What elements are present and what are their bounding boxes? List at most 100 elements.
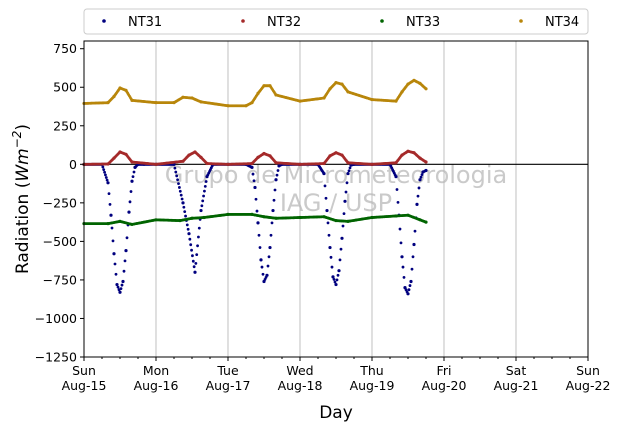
- x-tick-label-date: Aug-19: [350, 378, 395, 393]
- watermark-line-2: IAG / USP: [280, 189, 392, 217]
- data-point: [250, 165, 254, 169]
- legend-label: NT34: [545, 15, 579, 30]
- data-point-interp: [202, 194, 205, 198]
- x-tick-label-date: Aug-15: [62, 378, 107, 393]
- x-tick-label-day: Fri: [437, 363, 452, 378]
- data-point: [406, 292, 410, 296]
- data-point: [394, 175, 398, 179]
- x-tick-label-date: Aug-22: [566, 378, 611, 393]
- legend-item-NT33: NT33: [380, 15, 440, 30]
- data-point: [343, 199, 347, 203]
- data-point-interp: [267, 255, 271, 259]
- data-point-interp: [335, 278, 339, 282]
- data-point-interp: [203, 184, 207, 188]
- data-point-interp: [396, 200, 400, 204]
- y-axis-label-text: Radiation (: [13, 182, 33, 274]
- data-point-interp: [104, 176, 108, 179]
- x-tick-label-day: Sat: [506, 363, 527, 378]
- data-point-interp: [186, 227, 190, 231]
- legend-marker: [241, 19, 245, 23]
- data-point-interp: [197, 226, 201, 230]
- data-point-interp: [111, 239, 115, 243]
- data-point-interp: [120, 283, 124, 287]
- data-point-interp: [339, 247, 343, 251]
- x-tick-label-day: Tue: [216, 363, 239, 378]
- data-point: [181, 201, 185, 205]
- data-point: [415, 202, 419, 206]
- data-point-interp: [119, 287, 123, 291]
- data-point-interp: [104, 173, 107, 177]
- data-point: [265, 273, 269, 277]
- data-point-interp: [326, 221, 330, 225]
- data-point-interp: [255, 209, 259, 213]
- data-point-interp: [413, 229, 417, 233]
- y-tick-label: 500: [53, 80, 77, 95]
- legend-marker: [519, 19, 523, 23]
- data-point-interp: [269, 233, 273, 237]
- y-tick-label: 0: [69, 157, 77, 172]
- data-point-interp: [192, 265, 196, 269]
- data-point-interp: [176, 178, 180, 182]
- data-point-interp: [266, 264, 270, 268]
- data-point-interp: [182, 205, 186, 209]
- data-point: [121, 279, 125, 284]
- data-point: [112, 252, 116, 256]
- data-point-interp: [410, 267, 414, 271]
- data-point-interp: [272, 198, 276, 202]
- data-point: [259, 258, 263, 262]
- y-tick-label: 250: [53, 118, 77, 133]
- data-point-interp: [275, 173, 279, 177]
- data-point-interp: [348, 166, 352, 170]
- data-point-interp: [195, 253, 199, 256]
- data-point-interp: [188, 237, 192, 241]
- data-point-interp: [332, 278, 336, 281]
- x-tick-label-day: Wed: [286, 363, 313, 378]
- data-point-interp: [260, 265, 264, 269]
- data-point-interp: [420, 173, 424, 176]
- data-point-interp: [129, 190, 133, 193]
- y-tick-label: −750: [43, 272, 77, 287]
- y-axis-label: Radiation (Wm−2): [10, 124, 33, 274]
- data-point-interp: [132, 170, 136, 174]
- data-point: [418, 178, 422, 182]
- data-point-interp: [178, 189, 182, 193]
- data-point: [424, 87, 428, 91]
- data-point-interp: [201, 199, 205, 203]
- data-point-interp: [402, 275, 406, 279]
- x-tick-label-day: Thu: [359, 363, 383, 378]
- data-point: [424, 168, 428, 173]
- x-tick-label-date: Aug-16: [134, 378, 179, 393]
- data-point-interp: [407, 288, 411, 292]
- data-point-interp: [128, 200, 132, 204]
- data-point: [424, 160, 428, 164]
- data-point: [130, 179, 134, 183]
- data-point-interp: [329, 255, 333, 259]
- data-point-interp: [177, 182, 180, 185]
- data-point-interp: [174, 170, 178, 174]
- x-tick-label-day: Sun: [72, 363, 96, 378]
- x-tick-label-date: Aug-21: [494, 378, 539, 393]
- data-point: [187, 232, 191, 236]
- data-point-interp: [189, 243, 193, 247]
- x-tick-label-date: Aug-20: [422, 378, 467, 393]
- x-tick-label-date: Aug-17: [206, 378, 251, 393]
- grid-lines: [155, 41, 517, 357]
- data-point: [325, 208, 329, 213]
- data-point-interp: [131, 175, 135, 179]
- data-point-interp: [347, 169, 351, 173]
- data-point: [268, 245, 272, 250]
- data-point: [271, 208, 275, 213]
- data-point: [199, 208, 203, 213]
- data-point-interp: [194, 262, 198, 265]
- data-point-interp: [257, 233, 261, 237]
- data-point-interp: [108, 203, 112, 206]
- data-point-interp: [323, 184, 327, 188]
- data-point-interp: [261, 272, 265, 276]
- data-point-interp: [330, 265, 334, 269]
- data-point-interp: [103, 170, 106, 174]
- y-axis-ticks: 750 500 250 0 −250 −500 −750 −1000 −1250: [35, 41, 84, 365]
- series-NT34: [82, 78, 428, 108]
- data-point: [109, 213, 113, 217]
- data-point-interp: [102, 168, 106, 172]
